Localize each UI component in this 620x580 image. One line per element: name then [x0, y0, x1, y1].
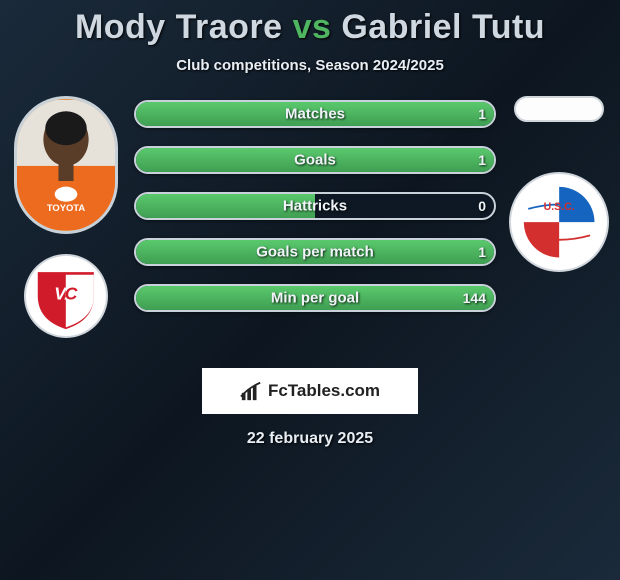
page-title: Mody Traore vs Gabriel Tutu [0, 0, 620, 47]
player2-name: Gabriel Tutu [341, 8, 545, 46]
vafc-badge-icon: VA FC [29, 259, 103, 333]
stat-label: Matches [285, 106, 345, 123]
stat-value-left: 1 [478, 106, 486, 122]
player1-club-badge: VA FC [24, 254, 108, 338]
stat-bar-goals: Goals 1 [134, 146, 496, 174]
svg-text:TOYOTA: TOYOTA [47, 202, 86, 213]
stat-bar-goals-per-match: Goals per match 1 [134, 238, 496, 266]
player1-name: Mody Traore [75, 8, 283, 46]
player1-column: TOYOTA VA FC [6, 96, 126, 338]
stats-column: Matches 1 Goals 1 Hattricks 0 Goals per … [126, 100, 504, 312]
stat-bar-matches: Matches 1 [134, 100, 496, 128]
stat-label: Min per goal [271, 290, 359, 307]
stat-value-left: 1 [478, 244, 486, 260]
player2-photo-placeholder [514, 96, 604, 122]
bar-chart-icon [240, 380, 262, 402]
usc-badge-icon: U.S.C. [515, 178, 603, 266]
stat-bar-min-per-goal: Min per goal 144 [134, 284, 496, 312]
brand-text: FcTables.com [268, 381, 380, 401]
brand-logo-box: FcTables.com [202, 368, 418, 414]
player1-avatar-icon: TOYOTA [17, 99, 115, 231]
stat-label: Goals [294, 152, 336, 169]
stat-value-left: 144 [463, 290, 486, 306]
stat-value-left: 1 [478, 152, 486, 168]
stat-value-left: 0 [478, 198, 486, 214]
stat-label: Goals per match [256, 244, 374, 261]
stat-bar-hattricks: Hattricks 0 [134, 192, 496, 220]
vs-label: vs [293, 8, 332, 46]
player2-column: U.S.C. [504, 96, 614, 272]
stat-label: Hattricks [283, 198, 347, 215]
player1-photo: TOYOTA [14, 96, 118, 234]
svg-text:U.S.C.: U.S.C. [543, 201, 574, 213]
date-label: 22 february 2025 [0, 430, 620, 448]
comparison-card: Mody Traore vs Gabriel Tutu Club competi… [0, 0, 620, 448]
subtitle: Club competitions, Season 2024/2025 [0, 57, 620, 74]
main-row: TOYOTA VA FC Matches 1 Goals [0, 96, 620, 338]
player2-club-badge: U.S.C. [509, 172, 609, 272]
